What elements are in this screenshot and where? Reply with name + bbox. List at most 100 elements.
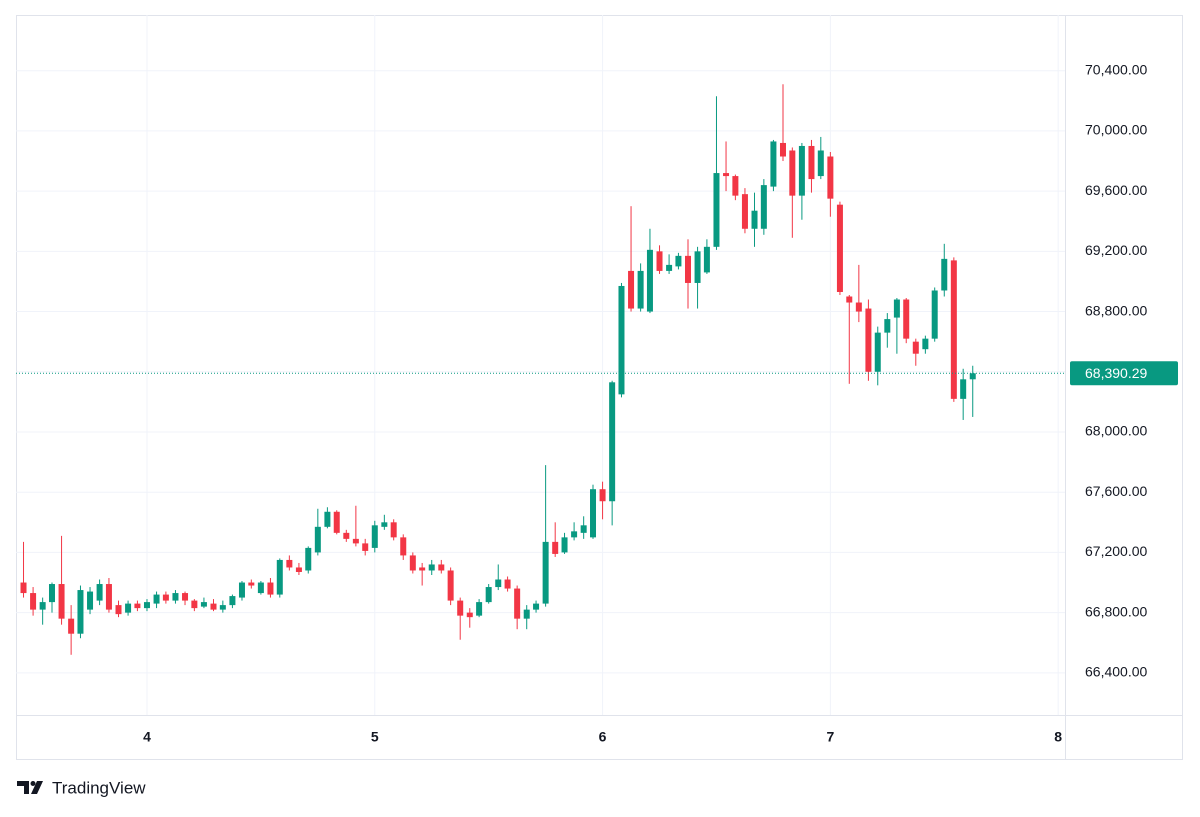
candle-body — [400, 537, 407, 556]
candle-body — [542, 541, 549, 604]
candle-body — [314, 526, 321, 553]
x-tick-label: 7 — [826, 729, 834, 745]
candle-body — [200, 602, 207, 607]
brand-name: TradingView — [52, 778, 146, 797]
last-price-label: 68,390.29 — [1085, 365, 1147, 381]
candle-body — [172, 593, 179, 601]
candle-body — [409, 555, 416, 571]
y-tick-label: 70,000.00 — [1085, 122, 1147, 138]
candle-body — [684, 255, 691, 283]
candle-body — [922, 338, 929, 350]
candle-body — [808, 145, 815, 180]
candle-body — [371, 525, 378, 548]
candle-body — [618, 285, 625, 395]
candle-body — [96, 584, 103, 601]
x-tick-label: 4 — [143, 729, 151, 745]
candle-body — [950, 260, 957, 399]
candle-body — [343, 532, 350, 539]
candle-body — [580, 525, 587, 533]
y-tick-label: 69,200.00 — [1085, 242, 1147, 258]
candle-body — [561, 537, 568, 553]
candle-body — [571, 531, 578, 538]
candle-body — [609, 382, 616, 502]
candle-body — [514, 588, 521, 619]
candle-body — [931, 290, 938, 339]
candle-body — [779, 142, 786, 157]
brand-logo — [17, 781, 43, 794]
candle-body — [836, 204, 843, 292]
last-price-box — [1070, 361, 1178, 386]
candle-body — [267, 582, 274, 595]
candle-body — [703, 246, 710, 273]
candle-body — [68, 618, 75, 634]
candle-body — [713, 173, 720, 247]
y-tick-label: 67,200.00 — [1085, 543, 1147, 559]
candle-body — [20, 582, 27, 594]
y-tick-label: 70,400.00 — [1085, 61, 1147, 77]
candle-body — [827, 156, 834, 199]
candle-body — [447, 570, 454, 601]
y-tick-label: 66,400.00 — [1085, 664, 1147, 680]
candle-body — [276, 559, 283, 595]
candle-body — [457, 600, 464, 616]
candle-body — [675, 255, 682, 267]
candle-body — [874, 332, 881, 372]
x-tick-label: 6 — [599, 729, 607, 745]
candle-body — [960, 379, 967, 399]
candle-body — [912, 341, 919, 354]
candle-body — [48, 584, 55, 603]
candle-body — [87, 591, 94, 610]
candle-body — [257, 582, 264, 594]
candle-body — [419, 567, 426, 571]
candle-body — [504, 579, 511, 589]
candle-body — [58, 584, 65, 619]
candle-body — [153, 594, 160, 604]
y-tick-label: 66,800.00 — [1085, 603, 1147, 619]
y-tick-label: 68,000.00 — [1085, 423, 1147, 439]
candle-body — [656, 251, 663, 271]
candle-body — [428, 564, 435, 571]
candle-body — [286, 559, 293, 568]
candle-body — [865, 308, 872, 372]
candle-body — [390, 522, 397, 538]
candle-body — [438, 564, 445, 571]
candle-body — [210, 603, 217, 610]
y-tick-label: 67,600.00 — [1085, 483, 1147, 499]
candle-body — [333, 511, 340, 533]
candle-body — [789, 150, 796, 196]
y-tick-label: 69,600.00 — [1085, 182, 1147, 198]
candle-body — [552, 541, 559, 554]
candle-body — [941, 258, 948, 291]
candle-body — [115, 605, 122, 615]
candle-body — [741, 194, 748, 229]
candle-body — [523, 609, 530, 619]
x-tick-label: 5 — [371, 729, 379, 745]
candle-body — [628, 270, 635, 309]
candle-body — [846, 296, 853, 303]
candle-body — [646, 249, 653, 312]
candle-body — [381, 522, 388, 527]
candle-body — [39, 602, 46, 610]
candle-body — [362, 543, 369, 551]
candle-body — [855, 302, 862, 312]
candle-body — [238, 582, 245, 598]
candle-body — [590, 489, 597, 538]
candle-body — [637, 270, 644, 309]
candle-body — [798, 145, 805, 196]
chart-frame — [16, 15, 1183, 760]
candle-body — [229, 596, 236, 606]
candle-body — [599, 489, 606, 502]
candle-body — [694, 251, 701, 283]
candle-body — [969, 373, 976, 380]
candle-body — [191, 600, 198, 609]
candle-body — [884, 319, 891, 333]
candle-body — [495, 579, 502, 588]
y-tick-label: 68,800.00 — [1085, 302, 1147, 318]
x-tick-label: 8 — [1054, 729, 1062, 745]
candle-body — [125, 603, 132, 613]
candle-body — [324, 511, 331, 527]
candle-body — [295, 567, 302, 572]
candle-body — [248, 582, 255, 586]
candle-body — [817, 150, 824, 177]
